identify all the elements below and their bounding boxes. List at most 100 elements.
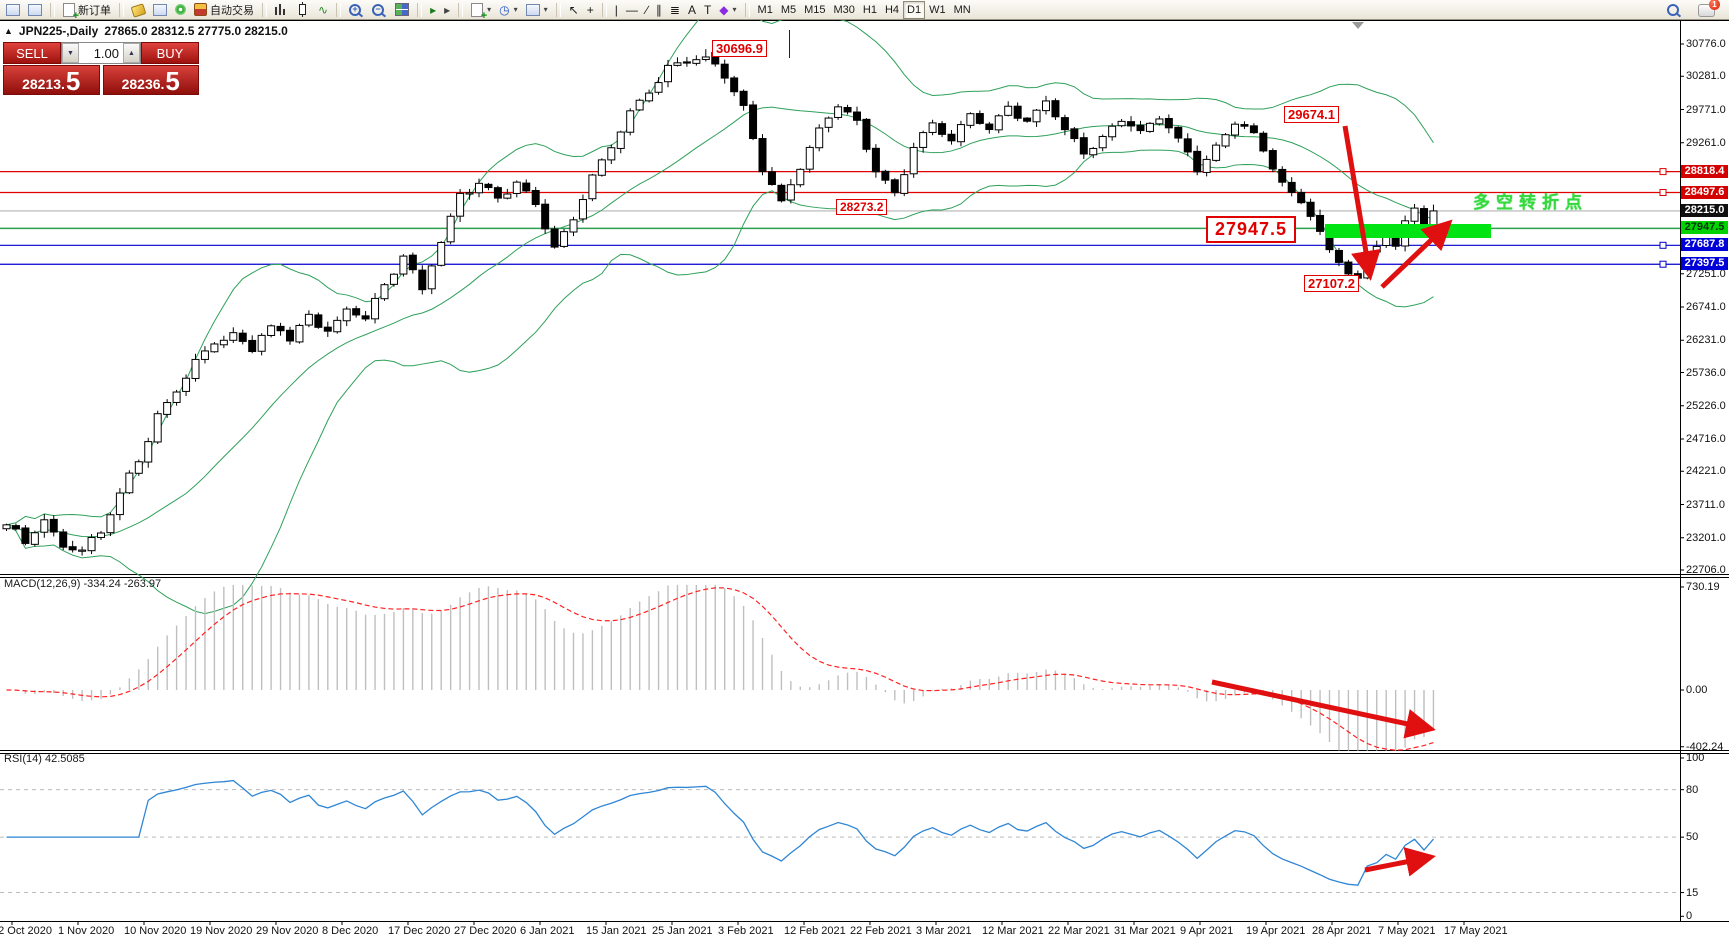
cursor-icon: ↖ [568,2,579,17]
sell-button[interactable]: SELL [3,42,61,64]
timeframe-m15-button[interactable]: M15 [800,1,829,19]
timeframe-m5-button[interactable]: M5 [777,1,800,19]
candle-body [446,215,455,243]
chart-window[interactable]: ▲ JPN225-,Daily 27865.0 28312.5 27775.0 … [0,20,1729,944]
date-axis-label: 15 Jan 2021 [586,925,647,937]
sell-price-frac: 5 [65,66,81,96]
fibonacci-button[interactable]: ≣ [666,1,684,19]
periods-button[interactable]: ◷ ▾ [495,1,522,19]
annotation-neckline-price[interactable]: 28273.2 [836,199,888,215]
annotation-key-level-price[interactable]: 27947.5 [1206,216,1297,243]
annotation-pivot-text[interactable]: 多空转折点 [1473,193,1588,212]
timeframe-h1-button[interactable]: H1 [859,1,881,19]
volume-decrease-button[interactable]: ▼ [62,43,79,63]
chart-canvas[interactable] [0,20,1729,944]
chart-shift-button[interactable]: ▸ [440,1,454,19]
date-axis-label: 19 Nov 2020 [190,925,253,937]
price-axis-tick: 30776.0 [1686,38,1726,50]
indicators-button-dropdown-icon[interactable]: ▾ [487,5,492,14]
tile-windows-button[interactable] [391,1,413,19]
vertical-line-button[interactable]: | [611,1,622,19]
timeframe-h4-button[interactable]: H4 [881,1,903,19]
candle-body [749,104,758,139]
candle-body [200,350,209,360]
text-label-button[interactable]: T [700,1,715,19]
candle-body [626,110,635,133]
level-line-handle [1659,189,1667,197]
styler-button[interactable] [128,1,149,19]
timeframe-mn-button[interactable]: MN [950,1,975,19]
trade-panel-collapse-icon[interactable]: ▲ [4,26,13,36]
timeframe-w1-button[interactable]: W1 [925,1,950,19]
timeframe-m1-button[interactable]: M1 [754,1,777,19]
arrows-button[interactable]: ◆ ▾ [715,1,740,19]
text-label-icon: T [703,2,712,17]
text-button[interactable]: A [684,1,700,19]
toolbar-separator [262,2,267,17]
candle-body [238,332,247,342]
sell-price[interactable]: 28213. 5 [3,65,100,95]
periods-button-dropdown-icon[interactable]: ▾ [513,5,518,14]
bar-chart-button[interactable] [271,1,291,19]
candle-body [1145,122,1154,132]
trendline-icon: ∕ [645,2,648,17]
indicators-button[interactable]: ▾ [467,1,495,22]
crosshair-button[interactable]: + [583,1,598,19]
arrows-button-dropdown-icon[interactable]: ▾ [732,5,737,14]
candle-body [1032,109,1041,123]
new-order-button[interactable]: 新订单 [59,1,115,22]
candle-body [805,146,814,170]
zoom-in-button[interactable]: + [345,1,368,19]
horizontal-line-button[interactable]: — [622,1,642,19]
new-chart-window-icon[interactable] [2,1,24,19]
trendline-button[interactable]: ∕ [642,1,652,19]
autotrading-button[interactable]: 自动交易 [190,1,258,19]
date-axis-label: 22 Oct 2020 [0,925,52,937]
candle-body [1268,150,1277,170]
candle-body [68,546,77,551]
annotation-support-zone-highlight[interactable] [1325,224,1491,238]
candlestick-chart-button[interactable] [291,1,314,19]
timeframe-m30-button[interactable]: M30 [830,1,859,19]
signals-button[interactable] [171,1,190,19]
candle-body [134,461,143,474]
candle-body [730,77,739,93]
candle-body [1183,138,1192,153]
search-icon [1667,3,1679,16]
buy-price-main: 28236 [121,76,161,92]
candle-body [30,532,39,545]
date-axis-label: 22 Mar 2021 [1048,925,1110,937]
notifications-button[interactable]: 1 [1694,0,1720,19]
line-chart-button[interactable]: ∿ [314,1,332,19]
search-button[interactable] [1663,1,1686,19]
candle-body [881,170,890,181]
candle-body [144,441,153,463]
buy-price[interactable]: 28236. 5 [102,65,199,95]
annotation-peak-price[interactable]: 30696.9 [712,40,767,57]
profiles-button[interactable] [149,1,171,19]
volume-increase-button[interactable]: ▲ [123,43,140,63]
zoom-out-button[interactable]: − [368,1,391,19]
bar-chart-icon [275,4,287,15]
cursor-button[interactable]: ↖ [565,1,583,19]
candle-body [1127,121,1136,127]
volume-value[interactable]: 1.00 [93,45,119,61]
candle-body [276,325,285,332]
timeframe-d1-button[interactable]: D1 [903,0,926,19]
zoom-in-icon: + [349,3,362,16]
equidistant-channel-button[interactable]: ∥ [652,1,666,19]
window-list-icon[interactable] [24,1,46,19]
buy-button[interactable]: BUY [141,42,199,64]
annotation-crash-low-price[interactable]: 27107.2 [1304,275,1359,292]
ohlc-values: 27865.0 28312.5 27775.0 28215.0 [104,24,288,38]
templates-button[interactable]: ▾ [522,1,552,19]
candle-body [928,122,937,133]
auto-scroll-button[interactable]: ▸ [426,1,440,19]
candle-body [985,123,994,131]
candle-body [947,133,956,142]
chat-bubble-icon: 1 [1698,0,1720,17]
new-chart-window-icon-icon [6,3,20,16]
price-axis-tick: 26231.0 [1686,334,1726,347]
annotation-lower-high-price[interactable]: 29674.1 [1284,106,1339,123]
templates-button-dropdown-icon[interactable]: ▾ [543,5,548,14]
